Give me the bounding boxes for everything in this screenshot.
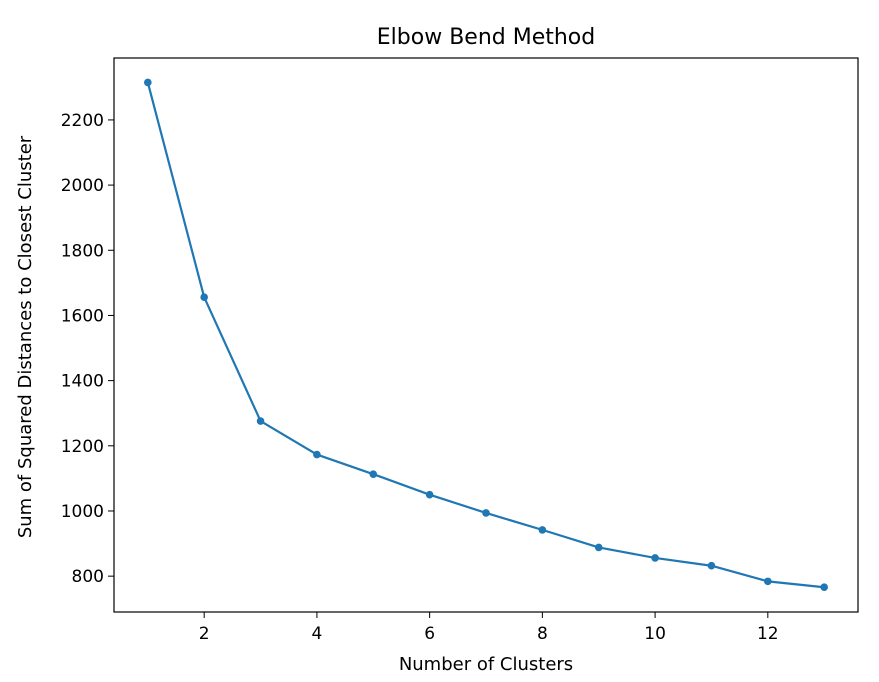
x-axis-label: Number of Clusters	[399, 654, 573, 675]
x-tick-label: 8	[537, 624, 548, 644]
y-tick-label: 800	[72, 567, 104, 587]
x-tick-label: 4	[311, 624, 322, 644]
data-point	[538, 526, 547, 534]
data-point	[594, 543, 603, 552]
y-tick-label: 1800	[61, 241, 104, 261]
chart-title: Elbow Bend Method	[377, 25, 595, 50]
data-point	[707, 561, 716, 570]
x-tick-label: 6	[424, 624, 435, 644]
y-tick-label: 1200	[61, 437, 104, 457]
x-tick-label: 10	[644, 624, 666, 644]
data-point	[820, 583, 828, 592]
x-tick-label: 2	[199, 624, 210, 644]
y-tick-label: 1600	[61, 306, 104, 326]
y-axis-ticks: 800 1000 1200 1400 1600 1800 2000 2200	[61, 111, 114, 587]
y-tick-label: 1000	[61, 502, 104, 522]
data-point	[651, 554, 659, 562]
data-point	[200, 293, 208, 301]
data-point	[144, 78, 152, 87]
y-axis-label: Sum of Squared Distances to Closest Clus…	[15, 135, 36, 538]
data-point	[313, 450, 321, 459]
x-tick-label: 12	[757, 624, 779, 644]
plot-area	[144, 78, 828, 592]
data-point	[482, 509, 490, 517]
y-tick-label: 1400	[61, 372, 104, 392]
data-point	[369, 470, 378, 478]
plot-frame	[113, 57, 859, 613]
data-point	[764, 577, 772, 586]
x-axis-ticks: 2 4 6 8 10 12	[199, 612, 779, 644]
data-point	[425, 490, 434, 499]
data-point	[256, 417, 265, 425]
y-tick-label: 2200	[61, 111, 104, 131]
y-tick-label: 2000	[61, 176, 104, 196]
